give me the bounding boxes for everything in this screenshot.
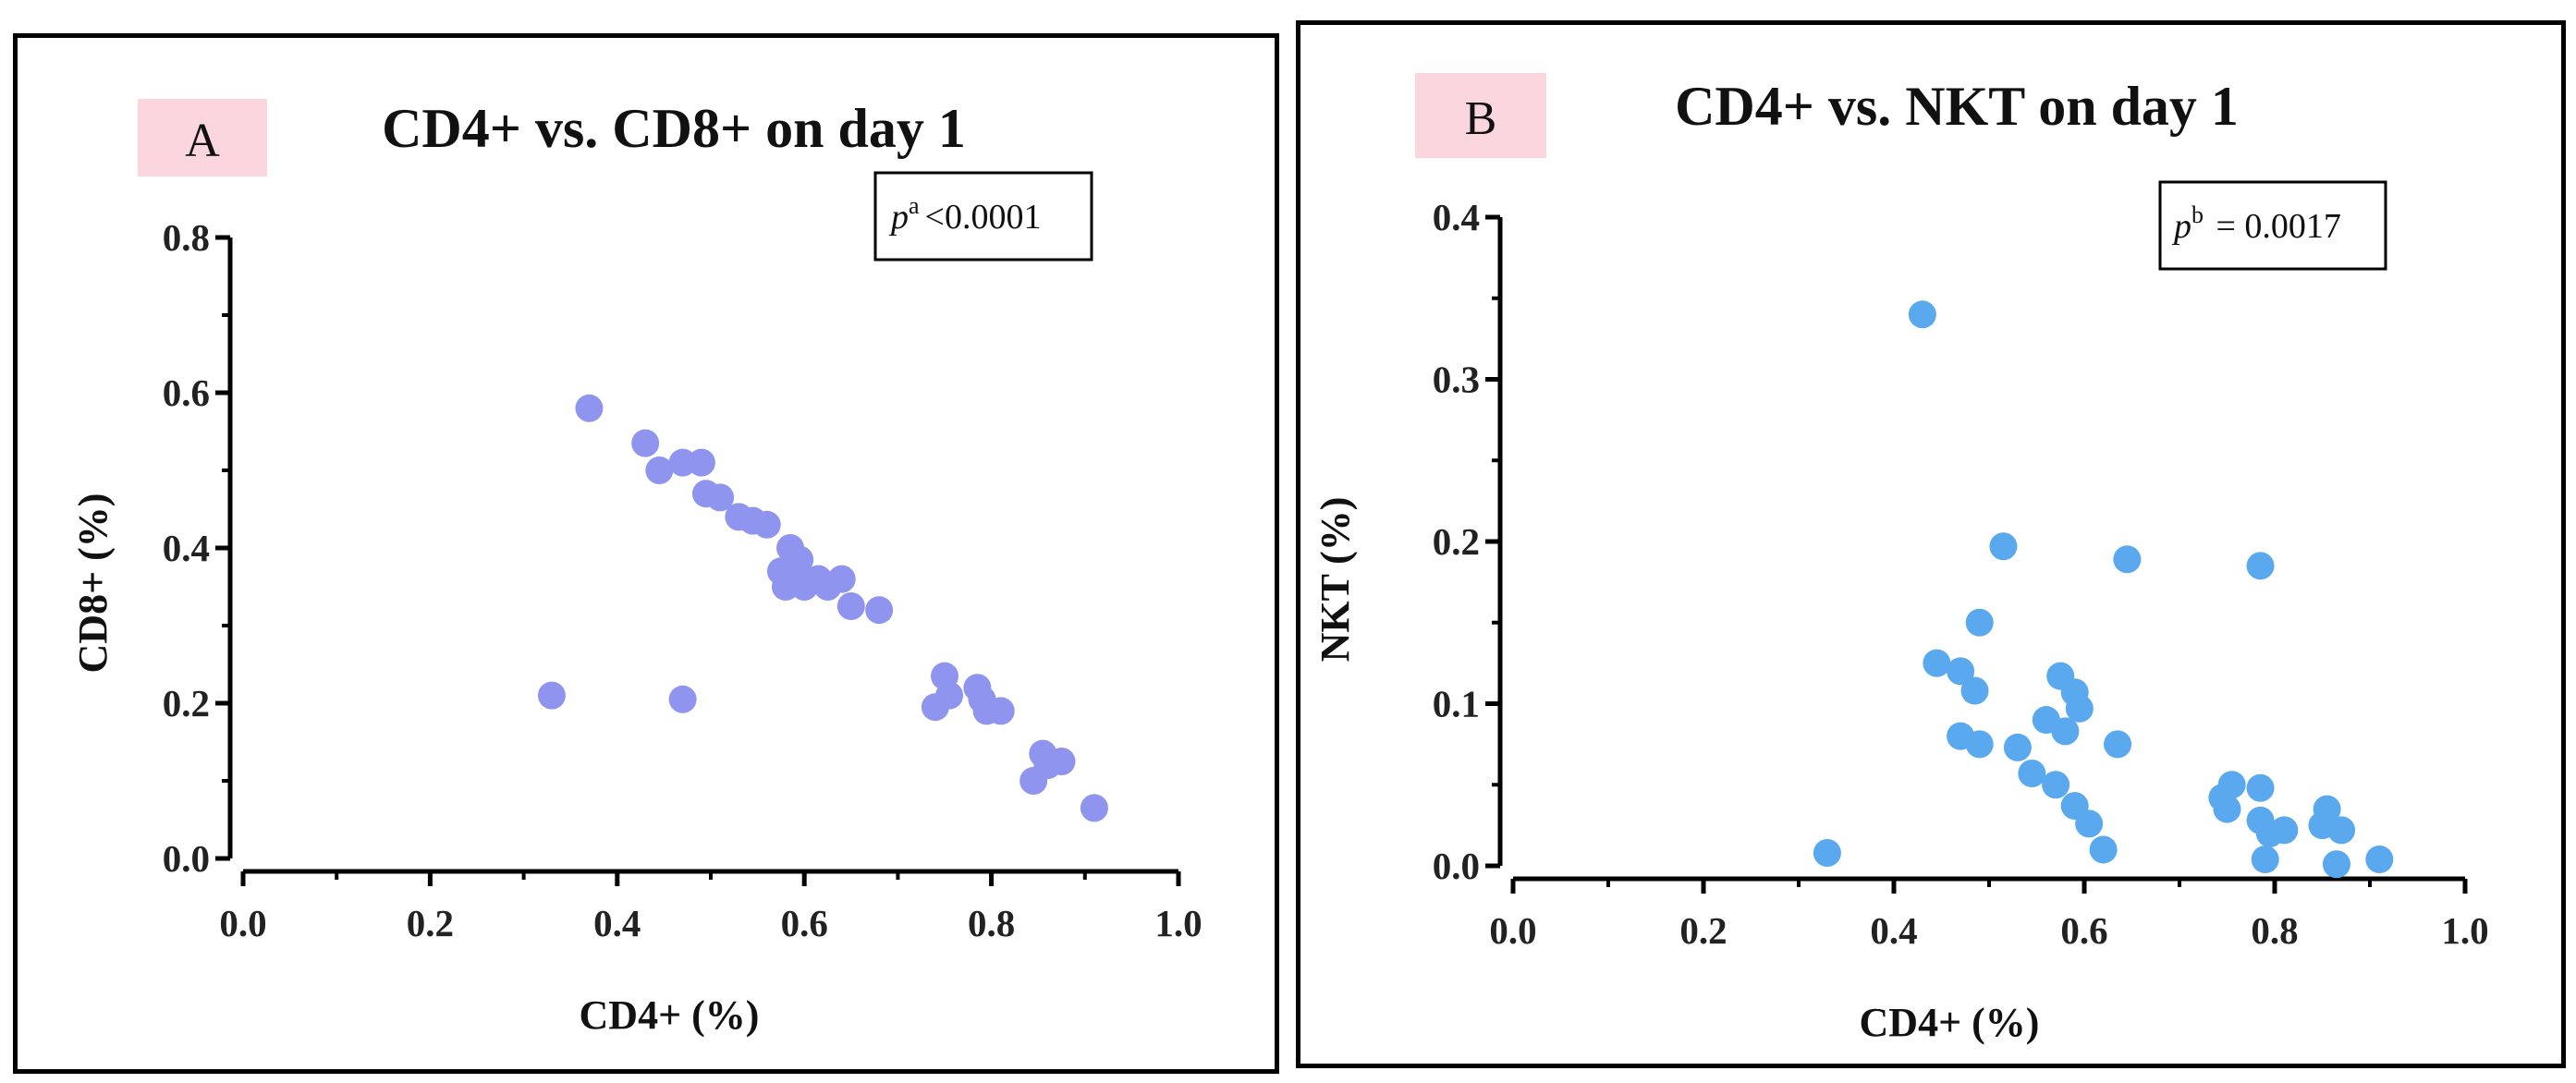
data-point <box>2104 730 2132 759</box>
x-tick-label: 0.0 <box>219 902 266 944</box>
data-point <box>2075 809 2104 838</box>
y-tick-label: 0.2 <box>163 682 210 724</box>
data-point <box>2365 845 2394 873</box>
panel-label-badge <box>138 99 267 176</box>
y-tick-label: 0.4 <box>163 527 210 569</box>
panel-label: B <box>1465 92 1497 145</box>
data-point <box>1813 838 1841 867</box>
data-point <box>2270 816 2299 845</box>
y-axis-title: NKT (%) <box>1312 497 1358 663</box>
panel-a: A CD4+ vs. CD8+ on day 1 pa <0.0001 0.0 0.… <box>13 33 1279 1074</box>
y-tick-label: 0.0 <box>1433 845 1480 887</box>
panel-label-badge <box>1415 73 1546 158</box>
x-tick-label: 0.6 <box>781 902 828 944</box>
data-point <box>1047 748 1076 775</box>
data-point <box>2051 717 2080 746</box>
y-tick-label: 0.3 <box>1433 359 1480 401</box>
x-tick-label: 1.0 <box>1154 902 1202 944</box>
x-tick-label: 0.4 <box>1870 909 1917 952</box>
y-tick-label: 0.8 <box>163 216 210 259</box>
axes: 0.0 0.2 0.4 0.6 0.8 0.0 0.2 0.4 0.6 0.8 1.0 <box>163 216 1203 944</box>
data-points <box>537 394 1108 822</box>
data-point <box>827 565 856 593</box>
y-tick-label: 0.4 <box>1433 196 1480 238</box>
data-point <box>1908 300 1936 329</box>
y-tick-label: 0.1 <box>1433 683 1480 725</box>
data-point <box>2217 771 2246 799</box>
x-tick-label: 0.6 <box>2060 909 2107 952</box>
data-point <box>2246 552 2275 580</box>
x-axis-title: CD4+ (%) <box>580 992 760 1038</box>
x-tick-label: 0.8 <box>2251 909 2298 952</box>
chart-title: CD4+ vs. CD8+ on day 1 <box>382 98 966 159</box>
data-point <box>752 510 781 539</box>
data-point <box>2322 850 2350 879</box>
x-tick-label: 1.0 <box>2441 909 2488 952</box>
y-tick-label: 0.2 <box>1433 520 1480 563</box>
data-point <box>2327 816 2356 845</box>
p-value-text: pb = 0.0017 <box>2171 201 2341 246</box>
data-point <box>1965 730 1994 759</box>
x-tick-label: 0.2 <box>407 902 454 944</box>
data-point <box>1080 794 1108 822</box>
panel-b: B CD4+ vs. NKT on day 1 pb = 0.0017 0.0 0… <box>1296 20 2566 1068</box>
data-point <box>2003 733 2032 761</box>
data-point <box>836 592 865 620</box>
panel-label: A <box>185 115 220 167</box>
p-value-text: pa <0.0001 <box>888 192 1041 237</box>
data-point <box>2113 545 2142 574</box>
data-point <box>575 394 604 422</box>
y-tick-label: 0.0 <box>163 837 210 880</box>
chart-title: CD4+ vs. NKT on day 1 <box>1675 76 2239 137</box>
data-point <box>2018 759 2046 787</box>
y-tick-label: 0.6 <box>163 371 210 414</box>
data-point <box>2042 771 2070 799</box>
data-point <box>2089 835 2118 864</box>
data-point <box>2246 773 2275 802</box>
data-point <box>2065 694 2094 723</box>
data-point <box>2213 795 2241 823</box>
data-point <box>1965 608 1994 637</box>
p-value-box <box>2158 180 2387 271</box>
data-point <box>2313 795 2341 823</box>
axes: 0.0 0.1 0.2 0.3 0.4 0.0 0.2 0.4 0.6 0.8 1.0 <box>1433 196 2489 952</box>
data-point <box>1989 532 2018 561</box>
data-point <box>2251 845 2279 873</box>
x-tick-label: 0.2 <box>1679 909 1727 952</box>
data-point <box>1947 657 1975 686</box>
data-point <box>1923 649 1951 677</box>
data-point <box>1960 676 1989 705</box>
p-value-box <box>873 171 1093 262</box>
data-point <box>645 456 674 484</box>
data-point <box>935 681 964 710</box>
data-point <box>631 429 660 457</box>
x-tick-label: 0.8 <box>968 902 1015 944</box>
data-point <box>865 596 894 625</box>
x-tick-label: 0.4 <box>593 902 641 944</box>
data-point <box>786 545 814 574</box>
chart-b: B CD4+ vs. NKT on day 1 pb = 0.0017 0.00… <box>1312 73 2489 1045</box>
data-point <box>706 483 735 512</box>
data-point <box>668 685 697 713</box>
data-point <box>537 681 566 710</box>
chart-a: A CD4+ vs. CD8+ on day 1 pa <0.0001 0.00.… <box>70 98 1203 1038</box>
y-axis-title: CD8+ (%) <box>70 493 116 674</box>
x-axis-title: CD4+ (%) <box>1860 1000 2040 1045</box>
data-point <box>986 697 1015 725</box>
x-tick-label: 0.0 <box>1489 909 1536 952</box>
data-points <box>1813 300 2394 879</box>
data-point <box>687 448 715 477</box>
